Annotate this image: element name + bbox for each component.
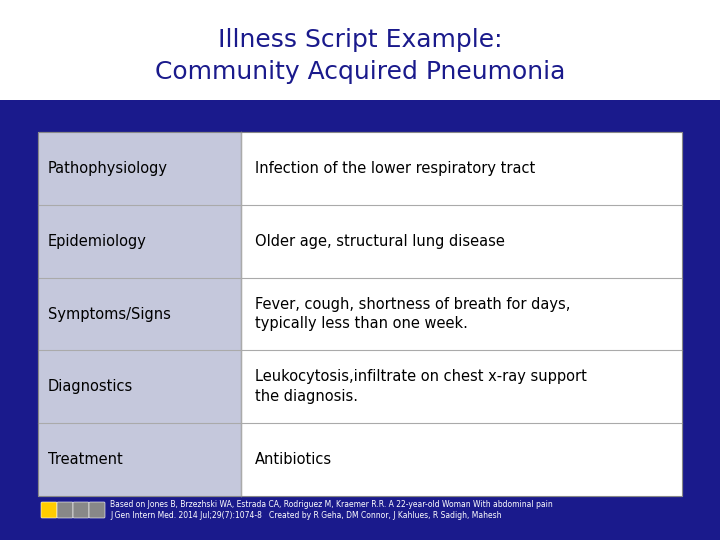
Bar xyxy=(241,423,682,496)
Bar xyxy=(38,423,241,496)
FancyBboxPatch shape xyxy=(73,502,89,518)
Bar xyxy=(241,350,682,423)
FancyBboxPatch shape xyxy=(89,502,105,518)
Bar xyxy=(0,0,720,100)
FancyBboxPatch shape xyxy=(57,502,73,518)
Bar xyxy=(38,132,682,496)
Text: Treatment: Treatment xyxy=(48,452,122,467)
Text: Epidemiology: Epidemiology xyxy=(48,234,147,249)
Text: Based on Jones B, Brzezhski WA, Estrada CA, Rodriguez M, Kraemer R.R. A 22-year-: Based on Jones B, Brzezhski WA, Estrada … xyxy=(110,500,553,519)
Bar xyxy=(241,205,682,278)
Text: Community Acquired Pneumonia: Community Acquired Pneumonia xyxy=(155,60,565,84)
Text: Infection of the lower respiratory tract: Infection of the lower respiratory tract xyxy=(255,161,535,176)
Bar xyxy=(38,350,241,423)
Text: Leukocytosis,infiltrate on chest x-ray support
the diagnosis.: Leukocytosis,infiltrate on chest x-ray s… xyxy=(255,369,587,404)
Text: Diagnostics: Diagnostics xyxy=(48,379,133,394)
Bar xyxy=(38,205,241,278)
Text: Pathophysiology: Pathophysiology xyxy=(48,161,168,176)
Text: Fever, cough, shortness of breath for days,
typically less than one week.: Fever, cough, shortness of breath for da… xyxy=(255,296,570,332)
Text: Antibiotics: Antibiotics xyxy=(255,452,332,467)
Text: Older age, structural lung disease: Older age, structural lung disease xyxy=(255,234,505,249)
Bar xyxy=(241,132,682,205)
Bar xyxy=(241,278,682,350)
Text: Symptoms/Signs: Symptoms/Signs xyxy=(48,307,171,321)
Bar xyxy=(38,278,241,350)
Bar xyxy=(38,132,682,496)
FancyBboxPatch shape xyxy=(41,502,57,518)
Bar xyxy=(38,132,241,205)
Text: Illness Script Example:: Illness Script Example: xyxy=(217,28,503,52)
